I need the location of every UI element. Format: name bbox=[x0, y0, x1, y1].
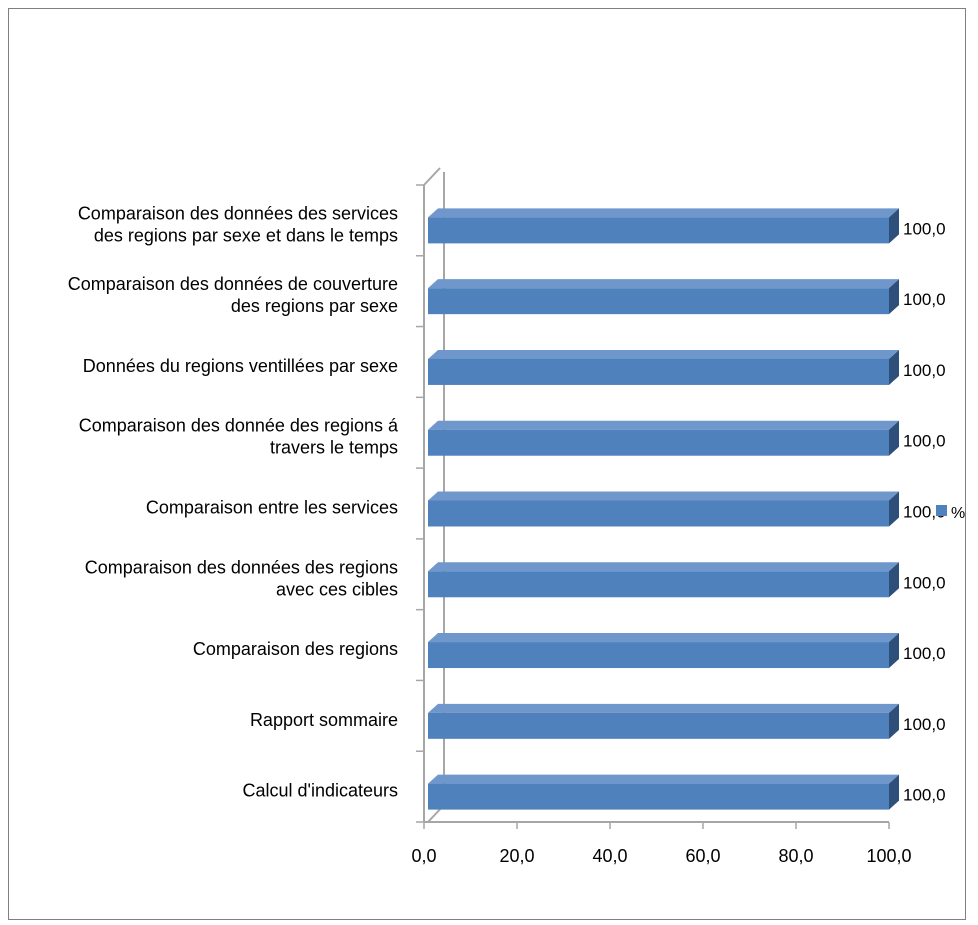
bar-top-face bbox=[428, 349, 899, 359]
category-label: Comparaison entre les services bbox=[146, 498, 398, 518]
bar-front-face bbox=[428, 429, 889, 456]
category-label: Comparaison des données de couverture des… bbox=[68, 274, 398, 316]
bar-side-face bbox=[889, 491, 899, 527]
category-label-line: Rapport sommaire bbox=[250, 710, 398, 730]
data-labels: 100,0 100,0 100,0 100,0 100,0 100,0 100,0 100,0… bbox=[903, 219, 946, 804]
category-label-line: Données du regions ventillées par sexe bbox=[83, 356, 398, 376]
category-label: Comparaison des donnée des regions á trav… bbox=[79, 416, 399, 458]
bar bbox=[428, 208, 899, 244]
x-tick-label: 20,0 bbox=[499, 846, 534, 866]
bar-top-face bbox=[428, 703, 899, 713]
bar-front-face bbox=[428, 358, 889, 385]
data-label: 100,0 bbox=[903, 219, 946, 238]
bar bbox=[428, 279, 899, 315]
bar-front-face bbox=[428, 642, 889, 669]
bar-top-face bbox=[428, 279, 899, 289]
data-label: 100,0 bbox=[903, 715, 946, 734]
bar-side-face bbox=[889, 774, 899, 810]
x-tick-label: 100,0 bbox=[866, 846, 911, 866]
category-label-line: Comparaison des données des services bbox=[78, 203, 398, 223]
bar-side-face bbox=[889, 420, 899, 456]
x-tick-label: 60,0 bbox=[685, 846, 720, 866]
category-label: Données du regions ventillées par sexe bbox=[83, 356, 398, 376]
bar-top-face bbox=[428, 633, 899, 643]
bar bbox=[428, 420, 899, 456]
bar bbox=[428, 633, 899, 669]
data-label: 100,0 bbox=[903, 644, 946, 663]
bar-front-face bbox=[428, 217, 889, 244]
bar-top-face bbox=[428, 420, 899, 430]
bar-top-face bbox=[428, 562, 899, 572]
category-label-line: Comparaison des données de couverture bbox=[68, 274, 398, 294]
category-label-line: des regions par sexe et dans le temps bbox=[94, 225, 398, 245]
bar bbox=[428, 703, 899, 739]
data-label: 100,0 bbox=[903, 573, 946, 592]
data-label: 100,0 bbox=[903, 432, 946, 451]
category-label-line: Calcul d'indicateurs bbox=[242, 781, 398, 801]
x-tick-label: 40,0 bbox=[592, 846, 627, 866]
category-label: Comparaison des données des services des … bbox=[78, 203, 398, 245]
y-axis-top-depth bbox=[423, 167, 441, 186]
legend-swatch bbox=[936, 505, 947, 516]
category-label-line: Comparaison des donnée des regions á bbox=[79, 416, 399, 436]
category-label: Calcul d'indicateurs bbox=[242, 781, 398, 801]
bar-side-face bbox=[889, 208, 899, 244]
category-labels: Comparaison des données des services des … bbox=[68, 203, 399, 800]
bar-top-face bbox=[428, 774, 899, 784]
category-label-line: Comparaison des regions bbox=[193, 639, 398, 659]
bar-front-face bbox=[428, 500, 889, 527]
bar-front-face bbox=[428, 288, 889, 315]
data-label: 100,0 bbox=[903, 503, 946, 522]
bar bbox=[428, 774, 899, 810]
category-label-line: Comparaison entre les services bbox=[146, 498, 398, 518]
bar-front-face bbox=[428, 712, 889, 739]
bar-side-face bbox=[889, 703, 899, 739]
bar-front-face bbox=[428, 571, 889, 598]
bar bbox=[428, 562, 899, 598]
bar bbox=[428, 491, 899, 527]
chart-area bbox=[8, 8, 966, 920]
data-label: 100,0 bbox=[903, 361, 946, 380]
bar-side-face bbox=[889, 562, 899, 598]
bar-side-face bbox=[889, 279, 899, 315]
category-label: Comparaison des regions bbox=[193, 639, 398, 659]
data-label: 100,0 bbox=[903, 290, 946, 309]
category-label-line: travers le temps bbox=[270, 438, 398, 458]
bar-top-face bbox=[428, 491, 899, 501]
legend: % bbox=[936, 505, 965, 522]
x-axis-ticks: 0,0 20,0 40,0 60,0 80,0 100,0 bbox=[411, 822, 912, 866]
category-label-line: avec ces cibles bbox=[276, 579, 398, 599]
data-label: 100,0 bbox=[903, 786, 946, 805]
bar-top-face bbox=[428, 208, 899, 218]
category-label: Rapport sommaire bbox=[250, 710, 398, 730]
category-label-line: Comparaison des données des regions bbox=[85, 557, 398, 577]
category-label-line: des regions par sexe bbox=[231, 296, 398, 316]
bar bbox=[428, 349, 899, 385]
bar-side-face bbox=[889, 633, 899, 669]
x-tick-label: 80,0 bbox=[778, 846, 813, 866]
legend-label: % bbox=[951, 505, 965, 522]
bars-group bbox=[428, 208, 899, 810]
bar-front-face bbox=[428, 783, 889, 810]
category-label: Comparaison des données des regions avec … bbox=[85, 557, 398, 599]
x-tick-label: 0,0 bbox=[411, 846, 436, 866]
bar-side-face bbox=[889, 349, 899, 385]
